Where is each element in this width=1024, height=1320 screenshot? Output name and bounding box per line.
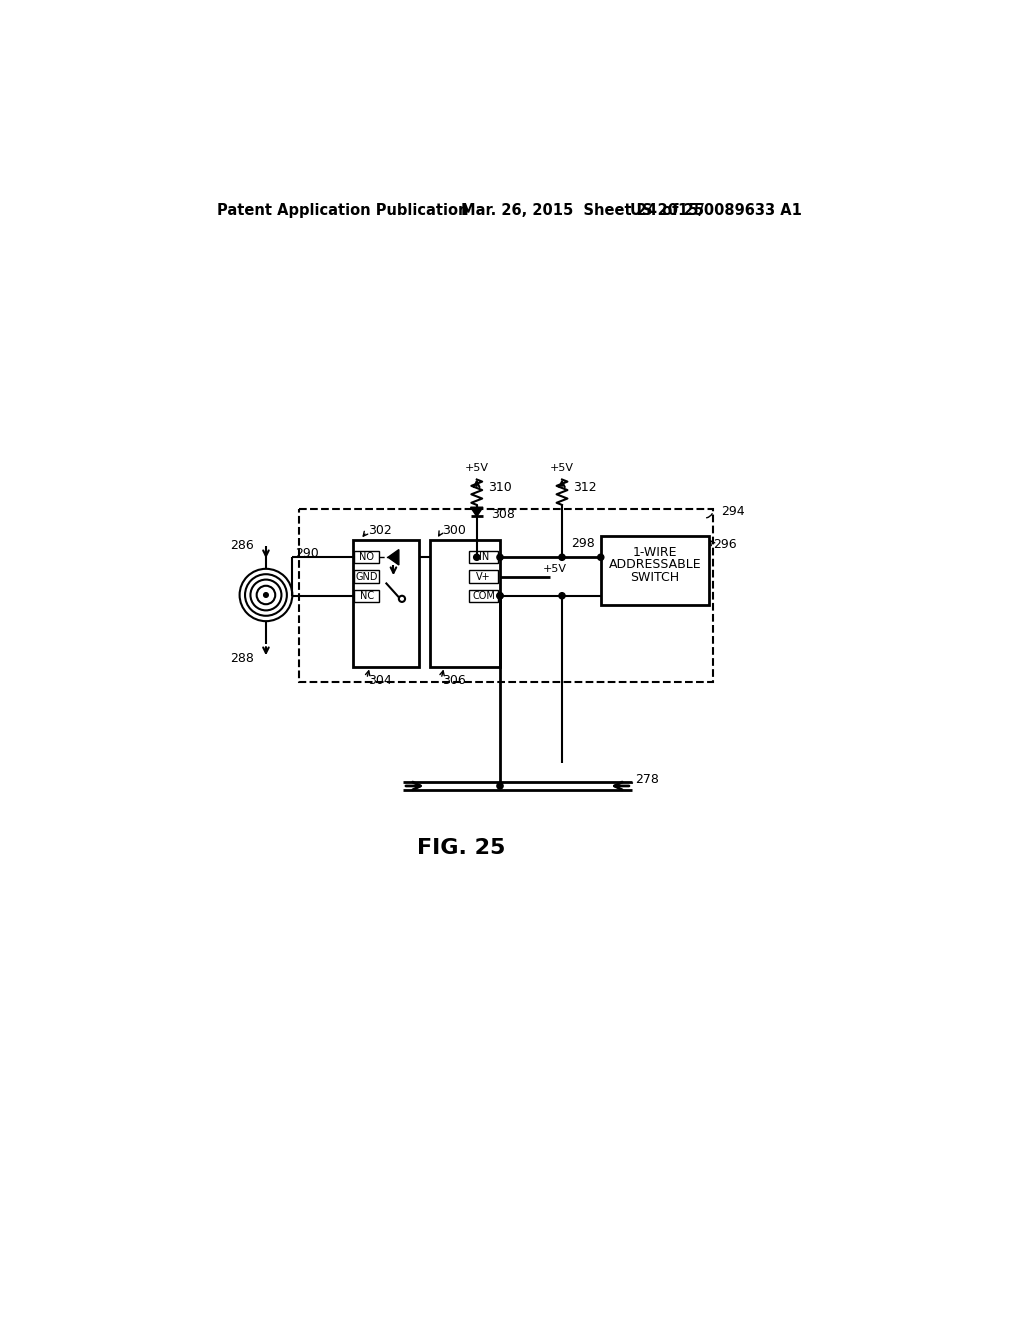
Bar xyxy=(352,540,419,667)
Circle shape xyxy=(598,554,604,561)
Text: 312: 312 xyxy=(572,480,596,494)
Text: +5V: +5V xyxy=(550,463,574,473)
Text: 298: 298 xyxy=(571,537,595,550)
Text: 300: 300 xyxy=(442,524,466,537)
Circle shape xyxy=(497,554,503,561)
FancyArrowPatch shape xyxy=(707,513,712,517)
FancyArrowPatch shape xyxy=(438,531,443,536)
Bar xyxy=(299,508,713,682)
Text: 278: 278 xyxy=(636,774,659,787)
Text: 310: 310 xyxy=(487,480,511,494)
FancyArrowPatch shape xyxy=(440,671,444,676)
Bar xyxy=(430,540,500,667)
Circle shape xyxy=(559,593,565,599)
Bar xyxy=(469,570,499,582)
Circle shape xyxy=(497,783,503,789)
Text: 302: 302 xyxy=(369,524,392,537)
FancyArrowPatch shape xyxy=(364,532,368,536)
Polygon shape xyxy=(471,507,483,516)
Text: Patent Application Publication: Patent Application Publication xyxy=(217,203,469,218)
Text: SWITCH: SWITCH xyxy=(631,570,680,583)
Text: 306: 306 xyxy=(442,675,466,686)
Text: US 2015/0089633 A1: US 2015/0089633 A1 xyxy=(631,203,802,218)
Circle shape xyxy=(497,593,503,599)
Text: NO: NO xyxy=(359,552,374,562)
Bar xyxy=(354,552,379,564)
Bar xyxy=(469,552,499,564)
Text: IN: IN xyxy=(478,552,488,562)
FancyArrowPatch shape xyxy=(710,541,715,545)
Polygon shape xyxy=(388,549,399,565)
Text: GND: GND xyxy=(355,572,378,582)
Text: 1-WIRE: 1-WIRE xyxy=(633,546,677,560)
Text: 304: 304 xyxy=(369,675,392,686)
Text: V+: V+ xyxy=(476,572,492,582)
Text: +5V: +5V xyxy=(465,463,488,473)
Circle shape xyxy=(497,593,503,599)
Circle shape xyxy=(559,554,565,561)
Text: NC: NC xyxy=(359,591,374,601)
Text: Mar. 26, 2015  Sheet 24 of 25: Mar. 26, 2015 Sheet 24 of 25 xyxy=(461,203,705,218)
Text: 296: 296 xyxy=(713,539,736,552)
Circle shape xyxy=(263,593,268,597)
Bar xyxy=(469,590,499,602)
Text: COM: COM xyxy=(472,591,496,601)
Text: +5V: +5V xyxy=(543,564,566,574)
Circle shape xyxy=(474,554,480,561)
Text: ADDRESSABLE: ADDRESSABLE xyxy=(608,558,701,572)
Text: 286: 286 xyxy=(229,539,254,552)
Bar xyxy=(601,536,710,605)
Text: 294: 294 xyxy=(721,506,744,519)
Text: FIG. 25: FIG. 25 xyxy=(417,838,506,858)
Text: 290: 290 xyxy=(295,546,318,560)
Bar xyxy=(354,590,379,602)
Text: 288: 288 xyxy=(229,652,254,665)
FancyArrowPatch shape xyxy=(366,671,370,676)
Bar xyxy=(354,570,379,582)
Text: 308: 308 xyxy=(490,508,515,521)
